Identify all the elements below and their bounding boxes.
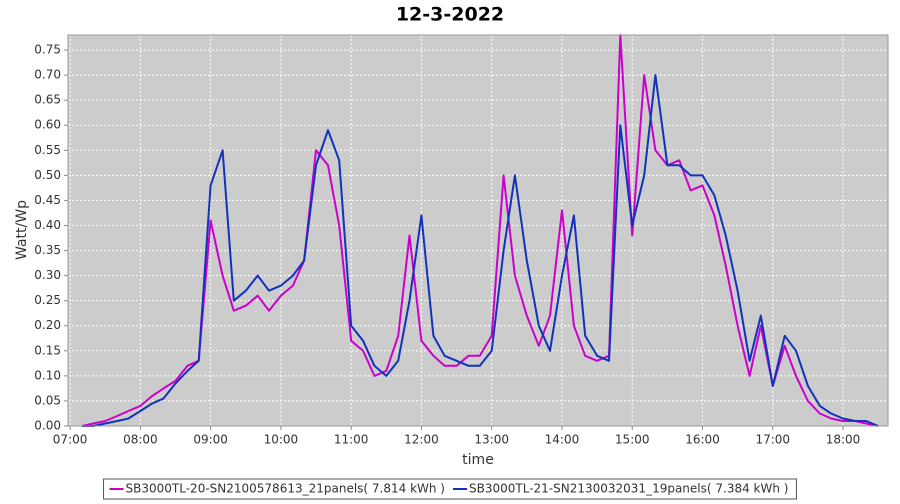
legend-label: SB3000TL-21-SN2130032031_19panels( 7.384…	[469, 482, 788, 496]
y-tick-label: 0.05	[34, 393, 61, 407]
series-line	[82, 74, 879, 427]
x-tick-label: 07:00	[53, 433, 88, 447]
y-tick-label: 0.40	[34, 218, 61, 232]
y-tick-label: 0.00	[34, 419, 61, 433]
x-tick-label: 09:00	[193, 433, 228, 447]
chart-title: 12-3-2022	[396, 4, 504, 26]
legend: SB3000TL-20-SN2100578613_21panels( 7.814…	[103, 478, 797, 500]
x-tick-label: 18:00	[826, 433, 861, 447]
y-tick-label: 0.55	[34, 143, 61, 157]
x-tick-label: 14:00	[545, 433, 580, 447]
x-tick-label: 15:00	[615, 433, 650, 447]
y-tick-label: 0.10	[34, 368, 61, 382]
y-tick-label: 0.60	[34, 118, 61, 132]
y-tick-label: 0.30	[34, 268, 61, 282]
y-tick-label: 0.20	[34, 318, 61, 332]
x-tick-label: 11:00	[334, 433, 369, 447]
y-tick-label: 0.65	[34, 93, 61, 107]
x-tick-label: 10:00	[264, 433, 299, 447]
y-tick-label: 0.50	[34, 168, 61, 182]
x-tick-label: 16:00	[685, 433, 720, 447]
x-axis-label: time	[462, 452, 494, 468]
y-tick-label: 0.25	[34, 293, 61, 307]
x-tick-label: 12:00	[404, 433, 439, 447]
y-axis-label: Watt/Wp	[14, 200, 30, 260]
x-tick-label: 13:00	[474, 433, 509, 447]
y-tick-label: 0.45	[34, 193, 61, 207]
legend-label: SB3000TL-20-SN2100578613_21panels( 7.814…	[126, 482, 445, 496]
y-tick-label: 0.70	[34, 68, 61, 82]
y-tick-label: 0.35	[34, 243, 61, 257]
x-tick-label: 08:00	[123, 433, 158, 447]
plot-border	[67, 34, 889, 427]
legend-box	[103, 478, 797, 500]
series-line	[81, 34, 879, 427]
y-tick-label: 0.75	[34, 43, 61, 57]
y-tick-label: 0.15	[34, 343, 61, 357]
x-tick-label: 17:00	[755, 433, 790, 447]
